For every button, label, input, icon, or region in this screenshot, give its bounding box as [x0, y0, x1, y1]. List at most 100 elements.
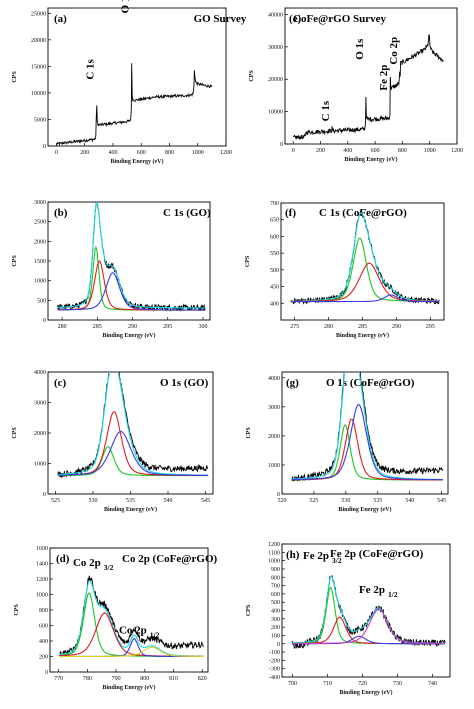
series-line-0: [57, 372, 209, 479]
x-tick-label: 1000: [192, 150, 204, 156]
y-tick-label: 0: [43, 144, 46, 150]
x-tick-label: 535: [373, 498, 382, 504]
y-tick-label: 0: [277, 492, 280, 498]
panel-label: (e): [289, 13, 302, 25]
y-axis-title: CPS: [12, 255, 18, 267]
x-tick-label: 0: [55, 150, 58, 156]
y-tick-label: 200: [39, 655, 48, 661]
panel-title: CoFe@rGO Survey: [293, 13, 387, 25]
y-tick-label: 1000: [268, 559, 280, 565]
x-axis-title: Binding Energy (eV): [102, 332, 155, 339]
y-tick-label: 400: [270, 301, 279, 307]
y-axis-title: CPS: [245, 255, 251, 267]
panel-label: (a): [54, 13, 67, 25]
peak-annotation-sub: 1/2: [388, 590, 398, 599]
x-tick-label: 280: [324, 324, 333, 330]
peak-annotation: Fe 2p: [303, 550, 329, 562]
y-tick-label: -100: [269, 650, 280, 656]
y-tick-label: 1000: [34, 462, 46, 468]
y-tick-label: 4000: [34, 370, 46, 376]
y-tick-label: 40000: [268, 12, 283, 18]
x-tick-label: 535: [126, 498, 135, 504]
panel-title: GO Survey: [194, 13, 247, 25]
y-tick-label: 900: [271, 567, 280, 573]
chart-panel-a: 0 200 400 600 800 1000 1200 0 5000 10000 15000 2000…: [12, 0, 247, 165]
y-tick-label: 1000: [268, 463, 280, 469]
series-line-5: [292, 608, 445, 645]
x-tick-label: 1200: [220, 150, 232, 156]
plot-frame: [284, 7, 458, 145]
x-tick-label: 290: [128, 324, 137, 330]
y-tick-label: 1000: [36, 593, 48, 599]
x-tick-label: 530: [89, 498, 98, 504]
y-tick-label: 2500: [34, 220, 46, 226]
x-axis-title: Binding Energy (eV): [344, 156, 397, 163]
y-axis-title: CPS: [246, 604, 252, 616]
y-axis-title: CPS: [12, 71, 18, 83]
y-tick-label: 650: [270, 218, 279, 224]
x-tick-label: 285: [93, 324, 102, 330]
peak-annotation-sub: 1/2: [150, 630, 160, 639]
x-tick-label: 780: [83, 676, 92, 682]
y-axis-title: CPS: [246, 427, 252, 439]
y-tick-label: -200: [269, 658, 280, 664]
y-tick-label: 15000: [31, 64, 46, 70]
y-tick-label: 30000: [268, 45, 283, 51]
x-tick-label: 400: [108, 150, 117, 156]
y-tick-label: 500: [270, 268, 279, 274]
plot-frame: [47, 7, 227, 147]
chart-panel-d: 770 780 790 800 810 820 0 200 400 600 800 1000 1200 1…: [14, 546, 217, 691]
x-tick-label: 700: [288, 681, 297, 687]
y-tick-label: 2000: [268, 434, 280, 440]
y-tick-label: 450: [270, 285, 279, 291]
panel-title: C 1s (GO): [163, 207, 211, 219]
y-tick-label: 2000: [34, 239, 46, 245]
x-tick-label: 295: [426, 324, 435, 330]
peak-annotation: Fe 2p: [359, 584, 385, 596]
y-tick-label: 4000: [268, 376, 280, 382]
series-line-0: [292, 34, 444, 140]
x-tick-label: 710: [323, 681, 332, 687]
y-axis-title: CPS: [12, 427, 18, 439]
x-tick-label: 0: [292, 148, 295, 154]
series-line-2: [57, 245, 206, 311]
y-tick-label: 700: [270, 201, 279, 207]
x-tick-label: 800: [165, 150, 174, 156]
panel-title: Co 2p (CoFe@rGO): [122, 553, 217, 565]
x-tick-label: 295: [163, 324, 172, 330]
x-tick-label: 280: [58, 324, 67, 330]
x-axis-title: Binding Energy (eV): [336, 332, 389, 339]
y-tick-label: 10000: [268, 110, 283, 116]
y-tick-label: -400: [269, 675, 280, 681]
plot-frame: [281, 371, 449, 495]
x-tick-label: 525: [309, 498, 318, 504]
peak-annotation: O 1s: [354, 38, 366, 60]
y-tick-label: 5000: [34, 117, 46, 123]
y-tick-label: 550: [270, 251, 279, 257]
y-tick-label: 3000: [268, 405, 280, 411]
series-line-0: [59, 575, 204, 658]
y-tick-label: 0: [43, 318, 46, 324]
x-tick-label: 720: [358, 681, 367, 687]
plot-frame: [280, 202, 445, 321]
y-tick-label: 3000: [34, 401, 46, 407]
chart-panel-f: 275 280 285 290 295 400 450 500 550 600 650 700 Bind…: [245, 201, 445, 339]
y-tick-label: 0: [277, 642, 280, 648]
panel-label: (h): [286, 549, 300, 561]
y-tick-label: 0: [43, 492, 46, 498]
x-tick-label: 600: [371, 148, 380, 154]
peak-annotation: C 1s: [85, 58, 97, 79]
x-tick-label: 540: [405, 498, 414, 504]
series-line-0: [291, 575, 446, 649]
x-axis-title: Binding Energy (eV): [339, 689, 392, 696]
x-tick-label: 525: [51, 498, 60, 504]
series-line-0: [56, 63, 213, 146]
series-line-2: [290, 237, 440, 302]
y-axis-title: CPS: [249, 70, 255, 82]
y-tick-label: 600: [270, 234, 279, 240]
panel-label: (b): [54, 207, 68, 219]
panel-title: C 1s (CoFe@rGO): [319, 207, 407, 219]
panel-title: O 1s (CoFe@rGO): [326, 377, 415, 389]
x-tick-label: 800: [140, 676, 149, 682]
x-tick-label: 520: [278, 498, 287, 504]
